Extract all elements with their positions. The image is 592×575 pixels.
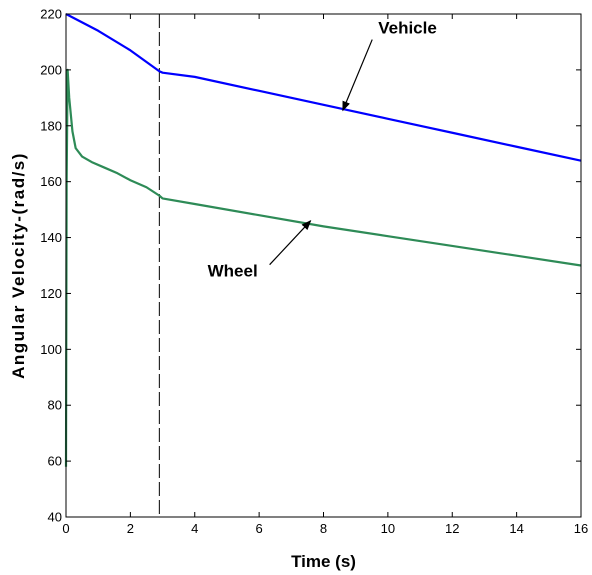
x-tick-label: 16 <box>574 521 588 536</box>
x-tick-label: 10 <box>381 521 395 536</box>
annotation-arrow-vehicle <box>342 39 373 112</box>
x-tick-label: 6 <box>256 521 263 536</box>
x-tick-label: 8 <box>320 521 327 536</box>
y-axis-title: Angular Velocity-(rad/s) <box>9 152 28 379</box>
y-tick-label: 140 <box>40 230 62 245</box>
y-tick-label: 200 <box>40 62 62 77</box>
x-tick-label: 12 <box>445 521 459 536</box>
series-line-vehicle <box>65 13 582 162</box>
x-tick-label: 14 <box>509 521 523 536</box>
y-tick-label: 160 <box>40 174 62 189</box>
y-tick-label: 100 <box>40 342 62 357</box>
annotation-vehicle: Vehicle <box>378 19 437 38</box>
y-tick-label: 220 <box>40 7 62 22</box>
x-tick-label: 0 <box>62 521 69 536</box>
y-tick-label: 40 <box>48 510 62 525</box>
x-axis-title: Time (s) <box>291 552 356 571</box>
plot-area <box>66 14 581 517</box>
series-line-wheel <box>64 68 582 467</box>
x-tick-label: 2 <box>127 521 134 536</box>
y-tick-label: 120 <box>40 286 62 301</box>
x-tick-label: 4 <box>191 521 198 536</box>
y-tick-label: 60 <box>48 454 62 469</box>
y-tick-label: 80 <box>48 398 62 413</box>
annotation-wheel: Wheel <box>208 262 258 281</box>
y-tick-label: 180 <box>40 118 62 133</box>
annotation-arrow-wheel <box>269 220 312 266</box>
